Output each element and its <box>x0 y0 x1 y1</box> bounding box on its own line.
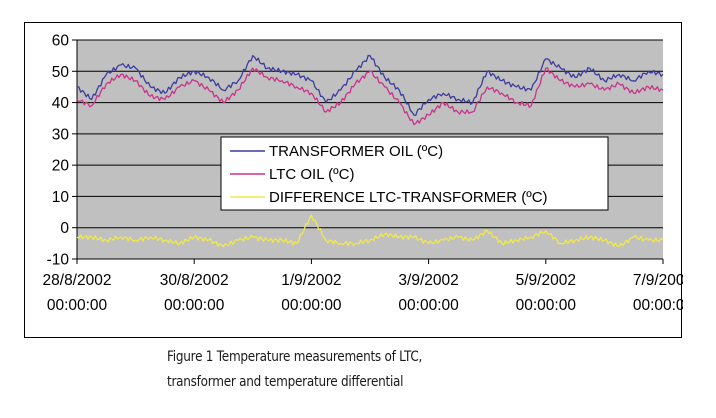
temperature-line-chart: -10 0 10 20 30 40 50 60 28/8/2002 00:00:00 30/8/20… <box>43 33 683 315</box>
legend-label-difference: DIFFERENCE LTC-TRANSFORMER (ºC) <box>269 189 548 206</box>
x-tick-label-date: 5/9/2002 <box>516 272 576 289</box>
y-tick-label: 10 <box>52 189 70 206</box>
x-tick-label-time: 00:00:00 <box>164 297 225 314</box>
x-tick-label-date: 28/8/2002 <box>43 272 112 289</box>
axes <box>72 39 664 264</box>
legend-label-ltc-oil: LTC OIL (ºC) <box>269 166 354 183</box>
figure-caption-line-2: transformer and temperature differential <box>167 374 404 390</box>
series-transformer-oil <box>77 54 664 116</box>
legend: TRANSFORMER OIL (ºC) LTC OIL (ºC) DIFFER… <box>220 136 609 211</box>
figure-caption-line-1: Figure 1 Temperature measurements of LTC… <box>167 349 423 365</box>
x-tick-label-date: 7/9/2002 <box>633 272 683 289</box>
chart-frame: -10 0 10 20 30 40 50 60 28/8/2002 00:00:00 30/8/20… <box>24 22 683 338</box>
series-ltc-oil <box>76 67 664 126</box>
series-difference <box>76 214 664 248</box>
x-tick-label-time: 00:00:00 <box>281 297 342 314</box>
legend-box <box>220 136 609 211</box>
figure-caption: Figure 1 Temperature measurements of LTC… <box>167 345 537 395</box>
y-tick-label: 0 <box>60 220 69 237</box>
legend-label-transformer-oil: TRANSFORMER OIL (ºC) <box>269 143 443 160</box>
series-lines <box>76 54 664 248</box>
tick-labels: -10 0 10 20 30 40 50 60 28/8/2002 00:00:00 30/8/20… <box>43 33 683 315</box>
y-tick-label: 20 <box>52 158 70 175</box>
x-tick-label-date: 1/9/2002 <box>281 272 341 289</box>
y-tick-label: 50 <box>52 64 70 81</box>
x-tick-label-time: 00:00:00 <box>47 297 108 314</box>
y-tick-label: 30 <box>52 126 70 143</box>
x-tick-label-time: 00:00:00 <box>516 297 577 314</box>
y-tick-label: -10 <box>47 252 70 269</box>
y-tick-label: 60 <box>52 33 70 50</box>
x-tick-label-date: 30/8/2002 <box>160 272 229 289</box>
x-tick-label-date: 3/9/2002 <box>398 272 458 289</box>
y-tick-label: 40 <box>52 95 70 112</box>
x-tick-label-time: 00:00:00 <box>398 297 459 314</box>
x-tick-label-time: 00:00:00 <box>633 297 683 314</box>
